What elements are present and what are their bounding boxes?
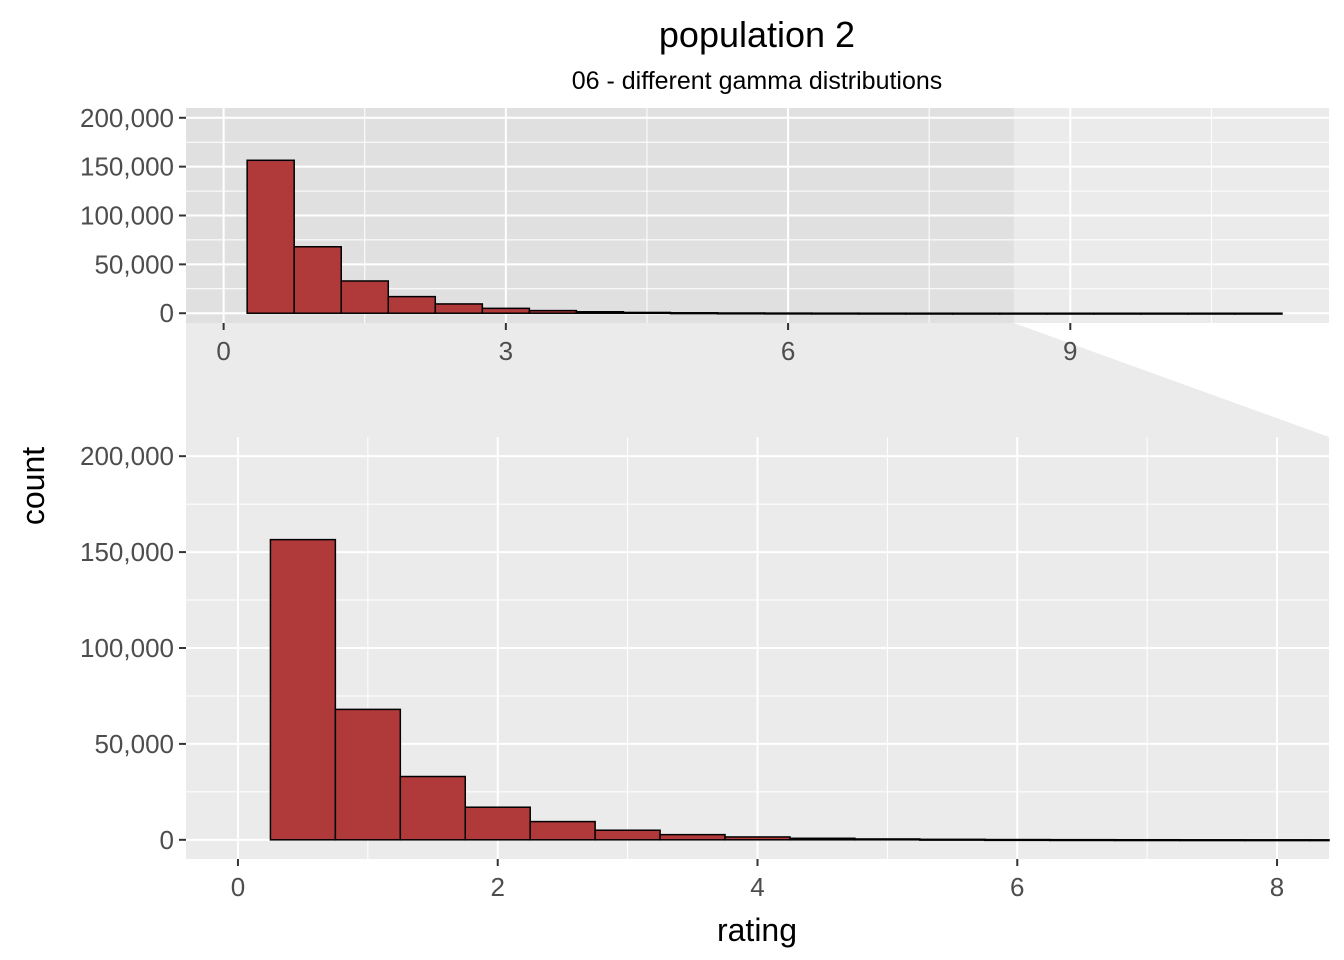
zoom-bar [1308, 839, 1330, 842]
y-axis-title: count [15, 447, 51, 525]
zoom-connector [186, 323, 1329, 437]
chart-title: population 2 [659, 14, 855, 55]
overview-bar [481, 307, 531, 314]
zoom-bar [659, 833, 726, 841]
overview-panel: 0 50,000 100,000 150,000 200,000 0 3 6 9 [80, 103, 1329, 366]
overview-bar [716, 312, 766, 315]
zoom-bar [1178, 839, 1246, 842]
zoom-bar [724, 836, 791, 841]
overview-bar [1093, 312, 1142, 315]
x-axis-title: rating [717, 912, 797, 948]
zoom-bar [1243, 839, 1311, 842]
zoom-y-tick-label: 100,000 [80, 633, 174, 663]
overview-bar [622, 311, 672, 314]
overview-bar [951, 312, 1001, 315]
overview-x-tick-label: 0 [216, 336, 230, 366]
overview-bar [1187, 312, 1236, 315]
zoom-x-tick-label: 4 [750, 872, 764, 902]
overview-bar [1140, 312, 1189, 315]
zoom-bar [399, 775, 467, 841]
zoom-bar [789, 837, 856, 841]
overview-bar [763, 312, 813, 315]
overview-y-tick-label: 100,000 [80, 201, 174, 231]
overview-bar [246, 159, 295, 314]
zoom-y-tick-label: 200,000 [80, 441, 174, 471]
zoom-bar [984, 838, 1051, 842]
overview-x-tick-label: 9 [1063, 336, 1077, 366]
overview-bar [575, 311, 625, 314]
zoom-y-tick-label: 50,000 [94, 729, 174, 759]
overview-bar [1234, 312, 1283, 315]
zoom-bar [529, 820, 596, 841]
overview-x-tick-label: 6 [781, 336, 795, 366]
zoom-x-tick-label: 0 [231, 872, 245, 902]
zoom-panel: 0 50,000 100,000 150,000 200,000 0 2 4 6 8 [80, 437, 1330, 902]
zoom-bar [854, 838, 921, 841]
overview-bar [293, 246, 342, 314]
overview-bar [998, 312, 1048, 315]
overview-bar [810, 312, 860, 315]
chart-subtitle: 06 - different gamma distributions [572, 67, 943, 95]
overview-x-tick-label: 3 [499, 336, 513, 366]
overview-bar [387, 295, 437, 314]
zoom-x-tick-label: 2 [490, 872, 504, 902]
overview-bar [857, 312, 907, 315]
overview-bar [904, 312, 954, 315]
zoom-bar [1113, 838, 1181, 842]
overview-y-tick-label: 0 [160, 298, 174, 328]
overview-y-tick-label: 50,000 [94, 249, 174, 279]
overview-bar [434, 303, 484, 314]
overview-y-tick-label: 200,000 [80, 103, 174, 133]
zoom-bar [334, 708, 402, 841]
overview-bar [340, 280, 390, 314]
zoom-x-tick-label: 8 [1270, 872, 1284, 902]
zoom-bar [464, 806, 531, 841]
overview-y-tick-label: 150,000 [80, 152, 174, 182]
zoom-y-tick-label: 0 [160, 825, 174, 855]
overview-bar [528, 309, 578, 314]
zoom-y-tick-label: 150,000 [80, 537, 174, 567]
zoom-bar [919, 838, 986, 841]
zoom-bar [269, 538, 337, 841]
zoom-bar [1048, 838, 1116, 842]
zoom-bar [594, 829, 661, 841]
overview-bar [1046, 312, 1095, 315]
zoom-x-tick-label: 6 [1010, 872, 1024, 902]
overview-bar [669, 312, 719, 315]
